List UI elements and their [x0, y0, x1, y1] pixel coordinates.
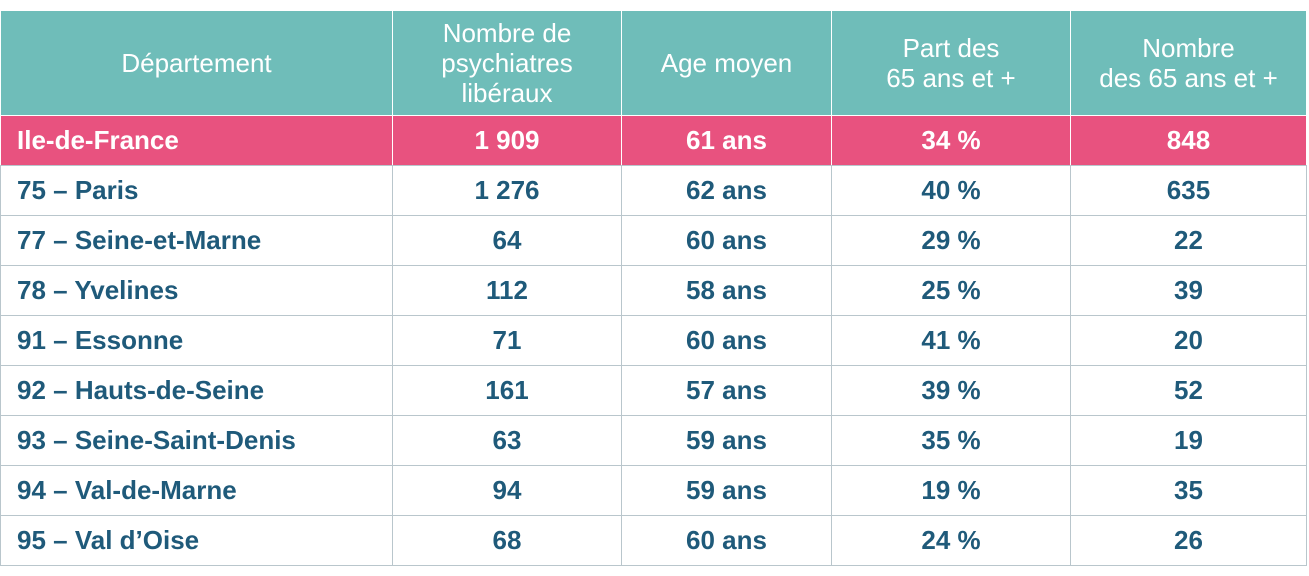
cell-age-moyen: 60 ans	[621, 215, 832, 266]
cell-part-65: 39 %	[831, 365, 1071, 416]
cell-departement: 94 – Val-de-Marne	[0, 465, 393, 516]
cell-age-moyen: 60 ans	[621, 515, 832, 566]
header-age-moyen: Age moyen	[621, 10, 832, 116]
header-nombre-psychiatres: Nombre de psychiatres libéraux	[392, 10, 622, 116]
data-table-container: Département Nombre de psychiatres libéra…	[0, 10, 1309, 566]
cell-part-65: 35 %	[831, 415, 1071, 466]
cell-nombre-psychiatres: 68	[392, 515, 622, 566]
header-line: 65 ans et +	[886, 63, 1016, 93]
header-line: Nombre de	[442, 18, 572, 48]
cell-nombre-psychiatres: 1 909	[392, 115, 622, 166]
cell-nombre-psychiatres: 71	[392, 315, 622, 366]
header-line: Nombre	[1142, 33, 1235, 63]
header-line: psychiatres	[441, 48, 573, 78]
table-row: 93 – Seine-Saint-Denis 63 59 ans 35 % 19	[0, 415, 1307, 466]
cell-departement: 77 – Seine-et-Marne	[0, 215, 393, 266]
cell-age-moyen: 57 ans	[621, 365, 832, 416]
header-departement: Département	[0, 10, 393, 116]
cell-part-65: 29 %	[831, 215, 1071, 266]
cell-departement: 93 – Seine-Saint-Denis	[0, 415, 393, 466]
cell-age-moyen: 59 ans	[621, 465, 832, 516]
cell-age-moyen: 62 ans	[621, 165, 832, 216]
cell-nombre-psychiatres: 1 276	[392, 165, 622, 216]
cell-age-moyen: 61 ans	[621, 115, 832, 166]
cell-nombre-65: 39	[1070, 265, 1307, 316]
table-row: 77 – Seine-et-Marne 64 60 ans 29 % 22	[0, 215, 1307, 266]
cell-part-65: 19 %	[831, 465, 1071, 516]
cell-departement: 78 – Yvelines	[0, 265, 393, 316]
cell-age-moyen: 58 ans	[621, 265, 832, 316]
header-line: des 65 ans et +	[1099, 63, 1278, 93]
cell-nombre-65: 26	[1070, 515, 1307, 566]
table-row: 94 – Val-de-Marne 94 59 ans 19 % 35	[0, 465, 1307, 516]
cell-nombre-psychiatres: 112	[392, 265, 622, 316]
header-line: Age moyen	[660, 48, 793, 78]
cell-part-65: 41 %	[831, 315, 1071, 366]
header-nombre-65: Nombre des 65 ans et +	[1070, 10, 1307, 116]
cell-age-moyen: 60 ans	[621, 315, 832, 366]
cell-nombre-65: 19	[1070, 415, 1307, 466]
cell-nombre-psychiatres: 63	[392, 415, 622, 466]
cell-departement: Ile-de-France	[0, 115, 393, 166]
psychiatrists-table: Département Nombre de psychiatres libéra…	[0, 10, 1307, 566]
cell-nombre-65: 848	[1070, 115, 1307, 166]
table-row: 92 – Hauts-de-Seine 161 57 ans 39 % 52	[0, 365, 1307, 416]
cell-departement: 91 – Essonne	[0, 315, 393, 366]
cell-part-65: 34 %	[831, 115, 1071, 166]
table-row: 78 – Yvelines 112 58 ans 25 % 39	[0, 265, 1307, 316]
table-row: 95 – Val d’Oise 68 60 ans 24 % 26	[0, 515, 1307, 566]
cell-nombre-65: 52	[1070, 365, 1307, 416]
cell-part-65: 24 %	[831, 515, 1071, 566]
cell-nombre-65: 35	[1070, 465, 1307, 516]
cell-departement: 75 – Paris	[0, 165, 393, 216]
cell-nombre-psychiatres: 64	[392, 215, 622, 266]
header-part-65: Part des 65 ans et +	[831, 10, 1071, 116]
cell-nombre-psychiatres: 161	[392, 365, 622, 416]
cell-nombre-65: 20	[1070, 315, 1307, 366]
header-row: Département Nombre de psychiatres libéra…	[0, 10, 1307, 116]
table-row: 91 – Essonne 71 60 ans 41 % 20	[0, 315, 1307, 366]
cell-age-moyen: 59 ans	[621, 415, 832, 466]
cell-departement: 92 – Hauts-de-Seine	[0, 365, 393, 416]
header-line: Département	[121, 48, 272, 78]
cell-part-65: 40 %	[831, 165, 1071, 216]
header-line: libéraux	[461, 78, 553, 108]
table-row: 75 – Paris 1 276 62 ans 40 % 635	[0, 165, 1307, 216]
total-row-ile-de-france: Ile-de-France 1 909 61 ans 34 % 848	[0, 115, 1307, 166]
cell-nombre-65: 22	[1070, 215, 1307, 266]
cell-departement: 95 – Val d’Oise	[0, 515, 393, 566]
cell-part-65: 25 %	[831, 265, 1071, 316]
cell-nombre-65: 635	[1070, 165, 1307, 216]
header-line: Part des	[902, 33, 1000, 63]
cell-nombre-psychiatres: 94	[392, 465, 622, 516]
